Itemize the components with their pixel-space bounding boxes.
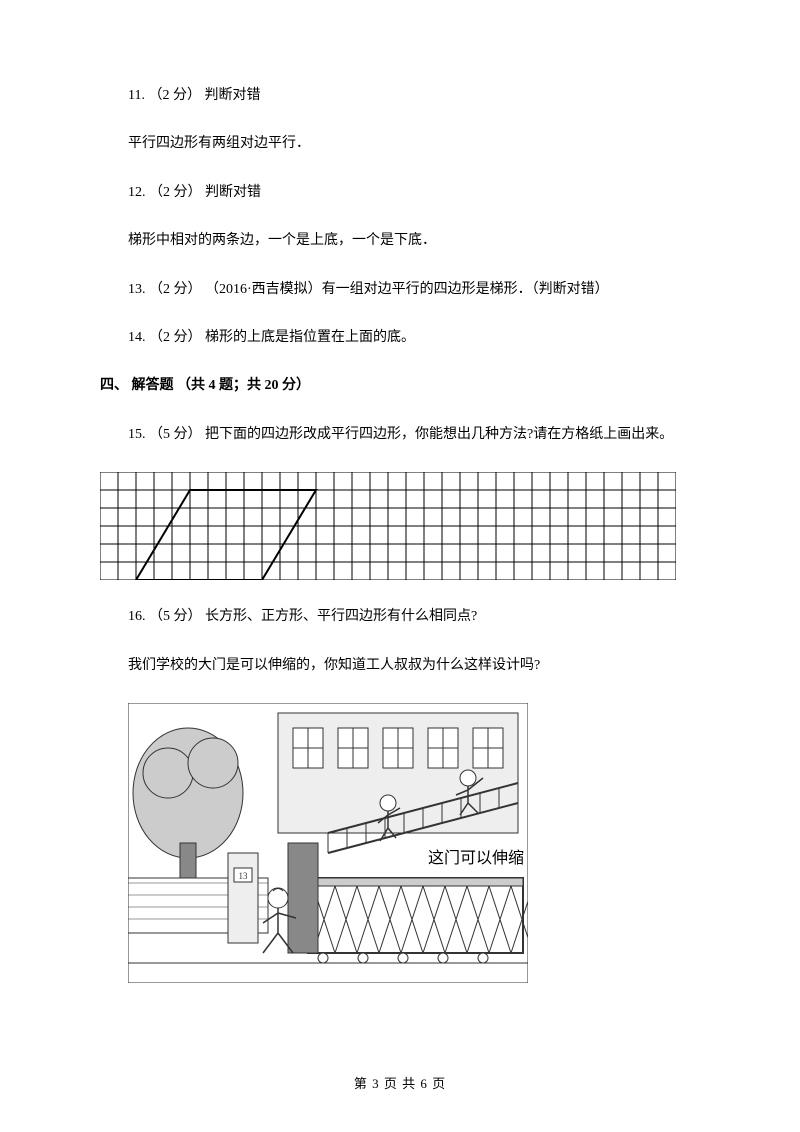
q15-text: 15. （5 分） 把下面的四边形改成平行四边形，你能想出几种方法?请在方格纸上… — [100, 424, 700, 446]
q11-text: 平行四边形有两组对边平行． — [100, 133, 700, 155]
q16-text: 16. （5 分） 长方形、正方形、平行四边形有什么相同点? — [100, 606, 700, 628]
q13-text: 13. （2 分） （2016·西吉模拟）有一组对边平行的四边形是梯形．（判断对… — [100, 279, 700, 301]
q11-header: 11. （2 分） 判断对错 — [100, 85, 700, 107]
q15-grid — [100, 472, 700, 580]
q16-subtext: 我们学校的大门是可以伸缩的，你知道工人叔叔为什么这样设计吗? — [100, 655, 700, 677]
svg-text:这门可以伸缩: 这门可以伸缩 — [428, 849, 524, 867]
q12-header: 12. （2 分） 判断对错 — [100, 182, 700, 204]
illustration-svg: 13 这门可以伸缩 — [128, 703, 528, 983]
grid-svg — [100, 472, 676, 580]
q12-text: 梯形中相对的两条边，一个是上底，一个是下底． — [100, 230, 700, 252]
svg-text:13: 13 — [239, 871, 249, 881]
q16-illustration: 13 这门可以伸缩 — [128, 703, 700, 983]
page-footer: 第 3 页 共 6 页 — [0, 1073, 800, 1092]
q14-text: 14. （2 分） 梯形的上底是指位置在上面的底。 — [100, 327, 700, 349]
section4-header: 四、 解答题 （共 4 题；共 20 分） — [100, 375, 700, 397]
